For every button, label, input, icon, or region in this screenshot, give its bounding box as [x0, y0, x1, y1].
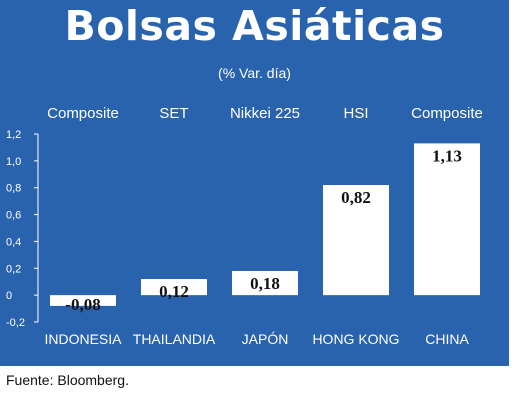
chart-title: Bolsas Asiáticas — [64, 2, 445, 50]
y-tick-label: 1,2 — [6, 129, 21, 141]
bar — [414, 143, 480, 296]
index-name-label: SET — [159, 105, 188, 122]
data-label: -0,08 — [65, 295, 100, 314]
bar — [141, 279, 207, 296]
data-label: 1,13 — [432, 146, 462, 165]
bar — [50, 295, 116, 306]
y-tick-label: 0,6 — [6, 210, 21, 222]
bar-chart: -0,2 0 0,2 0,4 0,6 0,8 1,0 1,2 Composite -0,08 IND… — [6, 105, 483, 347]
bar — [232, 270, 298, 296]
y-tick-label: 0 — [6, 290, 12, 302]
index-name-label: Nikkei 225 — [230, 105, 300, 122]
y-tick-label: -0,2 — [6, 317, 25, 329]
y-tick-label: 0,8 — [6, 183, 21, 195]
data-label: 0,18 — [250, 274, 280, 293]
category-label: JAPÓN — [242, 331, 289, 347]
category-label: THAILANDIA — [133, 331, 216, 347]
chart-subtitle: (% Var. día) — [218, 65, 291, 81]
data-label: 0,82 — [341, 188, 371, 207]
source-note: Fuente: Bloomberg. — [6, 372, 129, 388]
index-name-label: Composite — [47, 105, 119, 122]
category-label: CHINA — [425, 331, 469, 347]
index-name-label: Composite — [411, 105, 483, 122]
data-label: 0,12 — [159, 282, 189, 301]
y-tick-label: 1,0 — [6, 156, 21, 168]
index-name-label: HSI — [343, 105, 368, 122]
bar — [323, 185, 389, 296]
y-tick-label: 0,2 — [6, 263, 21, 275]
category-label: INDONESIA — [44, 331, 122, 347]
category-label: HONG KONG — [312, 331, 399, 347]
y-tick-label: 0,4 — [6, 236, 21, 248]
